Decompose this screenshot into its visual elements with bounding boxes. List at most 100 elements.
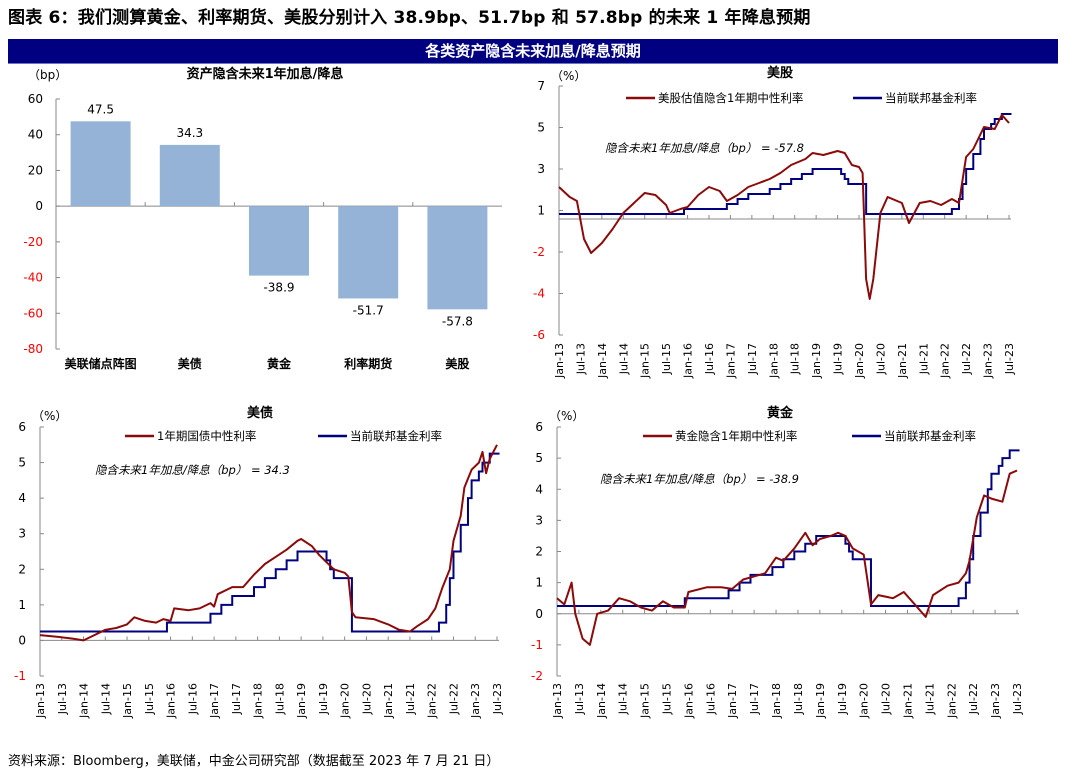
x-tick-label: Jul-22	[960, 343, 973, 375]
x-tick-label: Jan-18	[767, 343, 780, 379]
fed-funds-line	[557, 449, 1020, 607]
category-label: 美债	[178, 356, 202, 371]
x-tick-label: Jul-17	[746, 343, 759, 375]
x-tick-label: Jul-21	[917, 343, 930, 375]
chart-title: 资产隐含未来1年加息/降息	[187, 66, 344, 82]
annotation: 隐含未来1年加息/降息（bp） = -57.8	[605, 141, 804, 155]
legend-label: 黄金隐含1年期中性利率	[675, 429, 797, 443]
chart-title: 美股	[767, 65, 793, 81]
x-tick-label: Jul-14	[99, 683, 112, 715]
x-tick-label: Jul-19	[317, 683, 330, 715]
y-tick-label: -2	[533, 245, 545, 259]
legend-label: 当前联邦基金利率	[885, 91, 977, 105]
x-tick-label: Jul-18	[789, 343, 802, 375]
category-label: 美联储点阵图	[65, 356, 137, 371]
unit-label: （%）	[551, 69, 586, 83]
x-tick-label: Jul-22	[967, 683, 980, 715]
x-tick-label: Jul-20	[874, 343, 887, 375]
x-tick-label: Jul-20	[360, 683, 373, 715]
x-tick-label: Jan-21	[901, 683, 914, 719]
x-tick-label: Jan-13	[553, 343, 566, 379]
bar	[70, 121, 131, 207]
neutral-rate-line	[39, 444, 498, 642]
y-tick-label: 3	[535, 513, 543, 527]
x-tick-label: Jan-22	[945, 683, 958, 719]
x-tick-label: Jan-23	[982, 343, 995, 379]
neutral-rate-line	[558, 114, 1010, 300]
y-tick-label: 0	[535, 607, 543, 621]
figure-title: 图表 6：我们测算黄金、利率期货、美股分别计入 38.9bp、51.7bp 和 …	[8, 8, 811, 28]
y-tick-label: 3	[18, 527, 26, 541]
chart-title: 美债	[247, 405, 273, 421]
x-tick-label: Jul-15	[143, 683, 156, 715]
section-band: 各类资产隐含未来加息/降息预期	[8, 39, 1058, 64]
y-tick-label: 20	[28, 163, 43, 177]
x-tick-label: Jan-18	[252, 683, 265, 719]
x-tick-label: Jul-13	[573, 683, 586, 715]
x-tick-label: Jan-19	[814, 683, 827, 719]
y-tick-label: 2	[535, 545, 543, 559]
y-tick-label: -2	[531, 669, 543, 683]
x-tick-label: Jul-21	[404, 683, 417, 715]
x-tick-label: Jul-14	[617, 343, 630, 375]
x-tick-label: Jan-20	[339, 683, 352, 719]
x-tick-label: Jul-13	[56, 683, 69, 715]
y-tick-label: 1	[535, 576, 543, 590]
x-tick-label: Jul-23	[491, 683, 504, 715]
x-tick-label: Jul-15	[660, 343, 673, 375]
y-tick-label: 1	[18, 598, 26, 612]
x-tick-label: Jul-16	[703, 343, 716, 375]
y-tick-label: 0	[18, 633, 26, 647]
category-label: 黄金	[267, 356, 292, 371]
y-tick-label: -1	[531, 638, 543, 652]
x-tick-label: Jul-20	[880, 683, 893, 715]
y-tick-label: -60	[23, 306, 43, 320]
x-tick-label: Jan-15	[121, 683, 134, 719]
y-tick-label: 5	[537, 121, 545, 135]
x-tick-label: Jan-20	[858, 683, 871, 719]
fed-funds-line	[40, 452, 500, 633]
y-tick-label: 6	[535, 420, 543, 434]
y-tick-label: 2	[18, 562, 26, 576]
x-tick-label: Jan-22	[939, 343, 952, 379]
x-tick-label: Jan-18	[770, 683, 783, 719]
x-tick-label: Jan-17	[726, 683, 739, 719]
x-tick-label: Jul-22	[447, 683, 460, 715]
unit-label: （%）	[549, 409, 584, 423]
neutral-rate-line	[556, 469, 1018, 646]
x-tick-label: Jan-16	[682, 343, 695, 379]
x-tick-label: Jan-14	[596, 343, 609, 379]
x-tick-label: Jul-19	[836, 683, 849, 715]
x-tick-label: Jan-13	[34, 683, 47, 719]
x-tick-label: Jan-16	[682, 683, 695, 719]
y-tick-label: -40	[23, 271, 43, 285]
x-tick-label: Jan-17	[208, 683, 221, 719]
unit-label: （bp）	[28, 68, 67, 82]
data-label: 47.5	[87, 102, 114, 116]
x-tick-label: Jan-23	[989, 683, 1002, 719]
x-tick-label: Jan-13	[551, 683, 564, 719]
x-tick-label: Jan-17	[724, 343, 737, 379]
x-tick-label: Jul-19	[832, 343, 845, 375]
annotation: 隐含未来1年加息/降息（bp） = 34.3	[95, 463, 290, 477]
x-tick-label: Jul-18	[792, 683, 805, 715]
chart-title: 黄金	[767, 405, 794, 421]
x-tick-label: Jan-19	[295, 683, 308, 719]
data-label: -38.9	[263, 281, 294, 295]
y-tick-label: -6	[533, 328, 545, 342]
bar	[427, 206, 488, 310]
y-tick-label: -4	[533, 287, 545, 301]
fed-funds-line	[559, 113, 1012, 215]
y-tick-label: -1	[14, 669, 26, 683]
bar	[249, 206, 309, 276]
data-label: -51.7	[353, 303, 384, 317]
x-tick-label: Jan-19	[810, 343, 823, 379]
y-tick-label: -80	[23, 342, 43, 356]
data-label: -57.8	[442, 314, 473, 328]
x-tick-label: Jul-21	[923, 683, 936, 715]
category-label: 利率期货	[344, 356, 392, 371]
x-tick-label: Jul-15	[661, 683, 674, 715]
x-tick-label: Jul-18	[273, 683, 286, 715]
legend-label: 1年期国债中性利率	[157, 429, 256, 443]
x-tick-label: Jul-17	[230, 683, 243, 715]
